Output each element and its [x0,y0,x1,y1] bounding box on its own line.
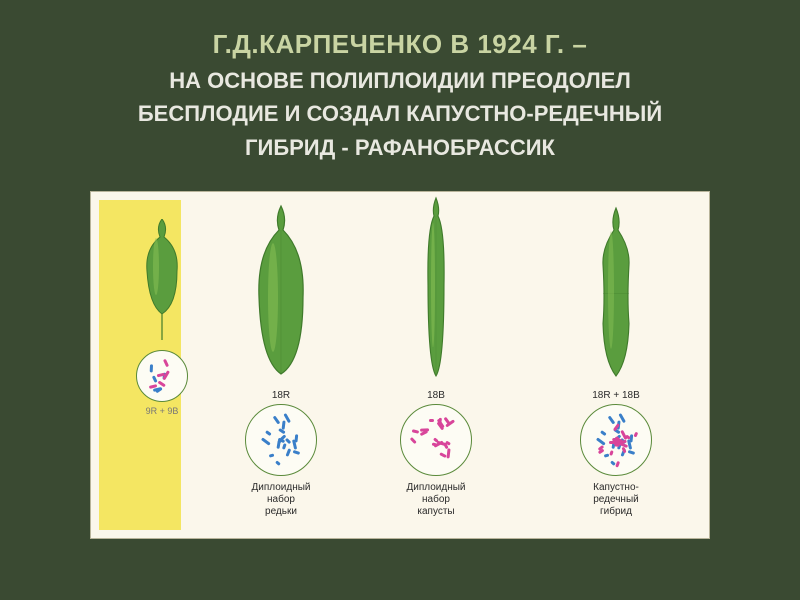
heading-block: Г.Д.КАРПЕЧЕНКО В 1924 Г. – НА ОСНОВЕ ПОЛ… [0,0,800,173]
group-cabbage: 18B Диплоидныйнаборкапусты [376,200,496,518]
label-top: 18R [221,390,341,402]
label-top: 18B [376,390,496,402]
group-radish-small: 9R + 9B [117,214,207,416]
label-main: Капустно-редечныйгибрид [541,482,691,518]
group-radish: 18R Диплоидныйнаборредьки [221,200,341,518]
pod-radish [221,200,341,384]
label-main: Диплоидныйнаборредьки [221,482,341,518]
label-main: Диплоидныйнаборкапусты [376,482,496,518]
subtitle-line-3: ГИБРИД - РАФАНОБРАССИК [30,133,770,163]
chromosome-circle [245,404,317,476]
pod-cabbage [376,200,496,384]
subtitle-line-1: НА ОСНОВЕ ПОЛИПЛОИДИИ ПРЕОДОЛЕЛ [30,66,770,96]
pod-hybrid [541,200,691,384]
figure-panel: 9R + 9B 18R Диплоидныйнаборредьки 18B Дипл… [90,191,710,539]
label-top: 18R + 18B [541,390,691,402]
chromosome-circle [136,350,188,402]
group-hybrid: 18R + 18B Капустно-редечныйгибрид [541,200,691,518]
label-bottom: 9R + 9B [117,406,207,416]
pod-radish-small [117,214,207,344]
subtitle-line-2: БЕСПЛОДИЕ И СОЗДАЛ КАПУСТНО-РЕДЕЧНЫЙ [30,99,770,129]
chromosome-circle [580,404,652,476]
chromosome-circle [400,404,472,476]
title-main: Г.Д.КАРПЕЧЕНКО В 1924 Г. – [30,28,770,62]
